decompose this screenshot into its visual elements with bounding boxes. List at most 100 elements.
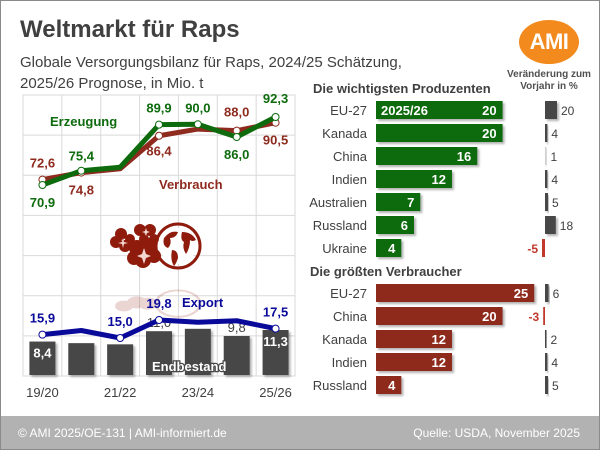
bar-value-label: 4 xyxy=(388,241,396,256)
change-column-header: Veränderung zum Vorjahr in % xyxy=(500,69,598,93)
x-tick-label: 25/26 xyxy=(259,385,292,400)
bar-row: EU-27 20 2025/26 20 xyxy=(330,101,575,119)
stock-bar xyxy=(68,343,95,375)
bar-row: Ukraine 4 -5 xyxy=(322,239,545,257)
category-label: Ukraine xyxy=(322,241,367,256)
bar-value-label: 20 xyxy=(482,126,496,141)
bar-row: Kanada 12 2 xyxy=(322,330,558,348)
change-bar xyxy=(545,193,548,211)
bar-value-label: 7 xyxy=(407,195,414,210)
stock-bar xyxy=(223,335,250,375)
value-bar xyxy=(376,147,478,165)
rapeseed-globe-illustration xyxy=(110,222,202,318)
consumption-value-label: 72,6 xyxy=(30,156,55,171)
value-bar xyxy=(376,353,452,371)
rapeseed-flower-icon xyxy=(110,224,161,268)
export-marker xyxy=(271,324,280,333)
consumption-value-label: 74,8 xyxy=(69,183,94,198)
category-label: Russland xyxy=(313,218,367,233)
export-marker xyxy=(155,316,163,324)
change-value-label: 4 xyxy=(551,173,558,187)
bar-value-label: 12 xyxy=(431,355,445,370)
change-value-label: -5 xyxy=(527,242,538,256)
change-value-label: 5 xyxy=(552,196,559,210)
change-bar xyxy=(545,216,556,234)
category-label: Indien xyxy=(332,172,367,187)
change-bar xyxy=(545,124,548,142)
change-bar xyxy=(545,353,548,371)
bar-value-label: 4 xyxy=(388,378,396,393)
production-value-label: 89,9 xyxy=(146,101,171,116)
production-marker xyxy=(77,166,86,175)
stock-bar xyxy=(29,341,56,375)
consumption-value-label: 86,4 xyxy=(146,144,172,159)
change-value-label: 4 xyxy=(551,127,558,141)
change-header-line-2: Vorjahr in % xyxy=(520,81,578,92)
ami-logo: AMI xyxy=(519,20,579,64)
bar-value-label: 20 xyxy=(482,309,496,324)
export-value-label: 15,0 xyxy=(107,314,132,329)
stock-bars: 8,411,09,811,3 xyxy=(29,315,289,375)
bar-row: EU-27 25 6 xyxy=(330,284,560,302)
bar-value-label: 25 xyxy=(514,286,528,301)
stock-bar xyxy=(146,331,172,375)
change-value-label: 18 xyxy=(560,219,574,233)
supply-balance-chart: 8,411,09,811,3 70,975,489,990,086,092,37… xyxy=(22,81,575,400)
stock-bar xyxy=(262,330,289,375)
category-label: Kanada xyxy=(322,332,368,347)
consumption-value-label: 90,5 xyxy=(263,133,288,148)
series-labels: 70,9 75,4 89,9 90,0 86,0 92,3 72,6 74,8 86,4 88,0… xyxy=(30,91,288,329)
export-marker xyxy=(38,330,47,339)
export-marker xyxy=(116,334,125,342)
value-bar xyxy=(376,216,414,234)
bar-row: China 20 -3 xyxy=(333,307,545,325)
globe-icon xyxy=(154,222,202,270)
change-value-label: 1 xyxy=(551,150,558,164)
value-bar xyxy=(376,376,402,394)
bar-row: Indien 12 4 xyxy=(332,353,558,371)
category-label: China xyxy=(333,149,368,164)
change-value-label: 4 xyxy=(551,356,558,370)
stock-bar-label: 11,3 xyxy=(263,334,288,349)
x-tick-label: 19/20 xyxy=(26,385,59,400)
value-bar xyxy=(376,330,452,348)
value-bar xyxy=(376,124,503,142)
change-value-label: -3 xyxy=(529,310,540,324)
x-tick-label: 23/24 xyxy=(182,385,215,400)
change-bar-negative xyxy=(542,239,545,257)
copyright-text: © AMI 2025/OE-131 | AMI-informiert.de xyxy=(18,426,227,440)
category-label: Australien xyxy=(309,195,367,210)
value-bar xyxy=(376,307,503,325)
consumption-marker xyxy=(155,131,163,140)
production-marker xyxy=(271,113,280,121)
change-bar-negative xyxy=(543,307,545,325)
change-bar xyxy=(545,284,549,302)
production-value-label: 92,3 xyxy=(263,91,288,106)
change-bar xyxy=(545,330,547,348)
consumers-heading: Die größten Verbraucher xyxy=(310,264,462,279)
production-marker xyxy=(38,181,47,189)
production-marker xyxy=(155,120,163,129)
value-bar xyxy=(376,193,421,211)
category-label: Kanada xyxy=(322,126,368,141)
category-label: EU-27 xyxy=(330,103,367,118)
footer: © AMI 2025/OE-131 | AMI-informiert.de Qu… xyxy=(1,416,599,449)
consumption-value-label: 88,0 xyxy=(224,105,249,120)
bar-value-label: 12 xyxy=(431,172,445,187)
production-value-label: 75,4 xyxy=(69,149,95,164)
stocks-series-label: Endbestand xyxy=(152,359,226,374)
stock-bar xyxy=(107,344,134,375)
export-value-label: 15,9 xyxy=(30,311,55,326)
source-text: Quelle: USDA, November 2025 xyxy=(413,426,580,440)
bar-row: Indien 12 4 xyxy=(332,170,558,188)
bar-row: Russland 6 18 xyxy=(313,216,574,234)
bar-row: China 16 1 xyxy=(333,147,558,165)
bar-value-label: 12 xyxy=(431,332,445,347)
category-label: Russland xyxy=(313,378,367,393)
stock-bar-label: 8,4 xyxy=(33,346,52,361)
change-bar xyxy=(545,147,547,165)
category-label: EU-27 xyxy=(330,286,367,301)
export-value-label: 17,5 xyxy=(263,305,288,320)
